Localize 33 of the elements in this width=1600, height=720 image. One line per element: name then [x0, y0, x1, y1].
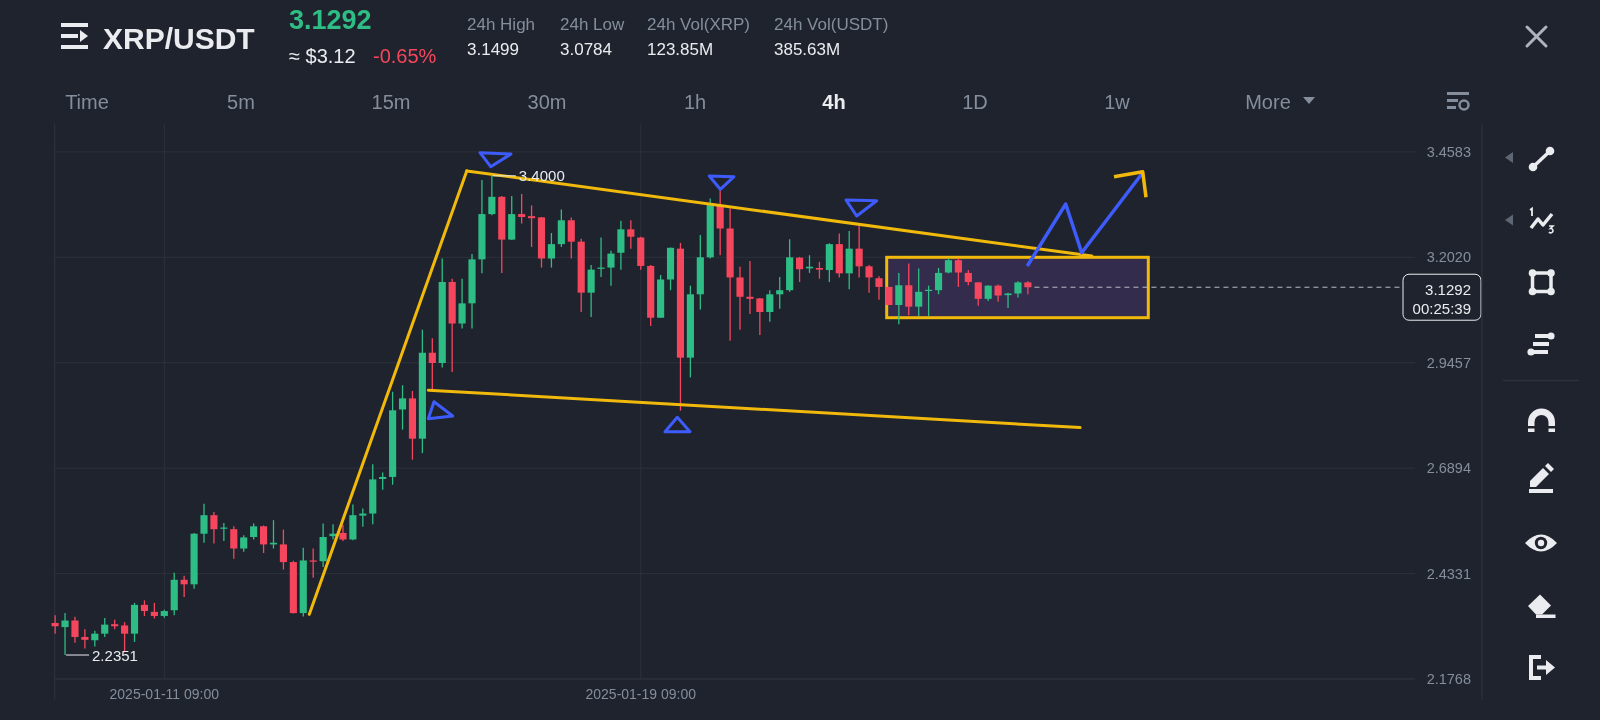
- text: 3.0784: [560, 39, 612, 59]
- annotation: 2.2351: [92, 646, 138, 664]
- text: 30m: [527, 91, 567, 113]
- text: 24h Low: [560, 14, 625, 34]
- text: 1h: [683, 91, 707, 113]
- ref-line-label: 3.1292: [1425, 280, 1471, 298]
- annotation: 3.4000: [518, 167, 565, 185]
- y-tick-label: 3.4583: [1426, 143, 1471, 160]
- text: 24h Vol(XRP): [647, 14, 750, 34]
- chart-title: XRP/USDT: [103, 21, 255, 55]
- y-tick-label: 3.2020: [1426, 249, 1471, 266]
- text: 15m: [371, 91, 411, 113]
- text: More: [1245, 91, 1291, 113]
- y-tick-label: 2.6894: [1426, 460, 1471, 477]
- text: 3.1499: [467, 39, 519, 59]
- x-tick-label: 2025-01-11 09:00: [109, 686, 220, 702]
- text: 123.85M: [647, 39, 714, 59]
- text: ≈ $3.12: [289, 45, 356, 67]
- text: 385.63M: [774, 39, 841, 59]
- text: 1w: [1104, 91, 1131, 113]
- y-tick-label: 2.1768: [1426, 671, 1471, 687]
- text: -0.65%: [373, 45, 437, 67]
- text: 4h: [822, 91, 846, 113]
- y-tick-label: 2.4331: [1426, 565, 1471, 582]
- text: 24h Vol(USDT): [774, 14, 889, 34]
- x-tick-label: 2025-01-19 09:00: [585, 686, 697, 702]
- text: 1D: [962, 91, 988, 113]
- text: 5m: [227, 91, 255, 113]
- annotation: 00:25:39: [1412, 299, 1471, 317]
- y-tick-label: 2.9457: [1426, 354, 1471, 371]
- chart-subtitle: 3.1292: [289, 5, 372, 35]
- text: Time: [65, 91, 109, 113]
- text: 24h High: [467, 14, 536, 34]
